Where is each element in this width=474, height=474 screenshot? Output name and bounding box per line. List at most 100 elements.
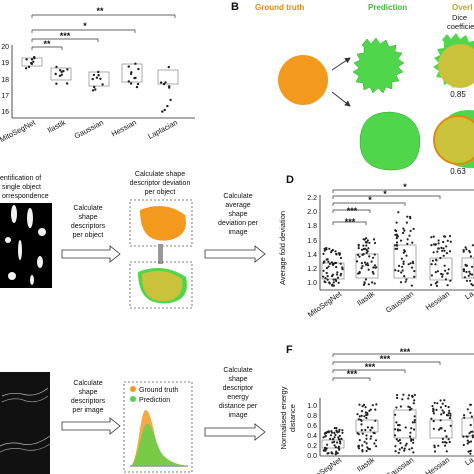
data-point (166, 104, 169, 108)
data-point (440, 413, 443, 416)
data-point (462, 443, 465, 447)
data-point (341, 266, 344, 269)
data-point (441, 409, 444, 412)
data-point (365, 263, 368, 266)
data-point (397, 211, 400, 214)
data-point (361, 432, 364, 435)
data-point (331, 263, 335, 266)
data-point (329, 434, 333, 437)
data-point (331, 438, 334, 441)
dice-value-2: 0.63 (450, 167, 466, 176)
data-point (412, 227, 415, 230)
data-point (407, 263, 410, 266)
data-point (66, 68, 69, 71)
data-point (448, 409, 451, 412)
data-point (448, 440, 451, 444)
data-point (97, 70, 100, 74)
data-point (95, 76, 99, 79)
data-point (449, 279, 452, 282)
data-point (411, 421, 414, 424)
panel-f-points (322, 393, 474, 456)
data-point (127, 80, 130, 83)
data-point (137, 67, 140, 71)
data-point (60, 73, 63, 77)
data-point (439, 419, 442, 422)
data-point (410, 438, 413, 441)
panel-f-ylabel: Normalised energy (279, 386, 288, 449)
step-average: Calculate (223, 193, 252, 200)
mitochondrion (37, 256, 43, 268)
data-point (402, 260, 405, 263)
object-box-bottom (129, 261, 193, 309)
data-point (328, 247, 331, 250)
data-point (430, 274, 433, 277)
data-point (462, 270, 466, 273)
data-point (468, 249, 471, 253)
data-point (469, 272, 472, 275)
data-point (395, 221, 398, 224)
data-point (362, 283, 365, 286)
data-point (333, 444, 336, 447)
data-point (413, 270, 416, 273)
data-point (471, 434, 474, 437)
data-point (370, 260, 373, 263)
data-point (409, 431, 412, 434)
data-point (362, 248, 365, 251)
data-point (404, 444, 407, 447)
data-point (467, 274, 470, 277)
dice-label: Dice (452, 13, 467, 22)
data-point (363, 440, 366, 443)
data-point (448, 235, 452, 238)
panel-f-ytick: 0.6 (307, 423, 317, 430)
panel-d-ytick: 1.2 (307, 266, 317, 273)
data-point (445, 435, 448, 438)
panel-d-sig-label: * (403, 182, 407, 192)
data-point (410, 284, 413, 287)
data-point (324, 281, 327, 284)
panel-a-ytick: 16 (1, 109, 9, 116)
data-point (129, 82, 133, 85)
data-point (371, 270, 374, 274)
filament (1, 387, 49, 397)
legend-swatch-ground-truth (130, 386, 136, 392)
data-point (30, 61, 33, 65)
data-point (397, 439, 400, 443)
data-point (366, 262, 369, 265)
data-point (60, 70, 63, 74)
data-point (436, 270, 439, 273)
data-point (360, 248, 364, 251)
dice-value-1: 0.85 (450, 90, 466, 99)
panel-d-ytick: 1.0 (307, 280, 317, 287)
panel-a-sig-bracket (31, 14, 176, 18)
data-point (443, 429, 447, 432)
data-point (338, 434, 341, 437)
data-point (408, 234, 411, 237)
mitochondrion (30, 275, 34, 285)
data-point (373, 264, 376, 267)
panel-a-sig-label: *** (60, 31, 71, 41)
data-point (402, 251, 405, 254)
data-point (403, 275, 406, 278)
data-point (327, 431, 330, 434)
data-point (412, 451, 415, 454)
data-point (365, 251, 368, 254)
data-point (405, 442, 408, 445)
filament (0, 443, 51, 453)
panel-a-ytick: 20 (1, 44, 9, 51)
panel-a-xtick: Hessian (110, 118, 138, 139)
data-point (394, 247, 397, 250)
data-point (465, 248, 468, 251)
data-point (361, 444, 364, 447)
data-point (356, 432, 359, 435)
panel-a-ytick: 18 (1, 77, 9, 84)
data-point (339, 274, 342, 277)
data-point (164, 81, 167, 84)
prediction-shape-smooth (359, 111, 421, 171)
data-point (331, 273, 335, 276)
panel-e: Calculate shape descriptors per image Gr… (0, 367, 266, 474)
data-point (127, 65, 130, 68)
data-point (439, 406, 443, 409)
data-point (411, 241, 414, 244)
data-point (371, 281, 374, 284)
data-point (401, 265, 404, 268)
